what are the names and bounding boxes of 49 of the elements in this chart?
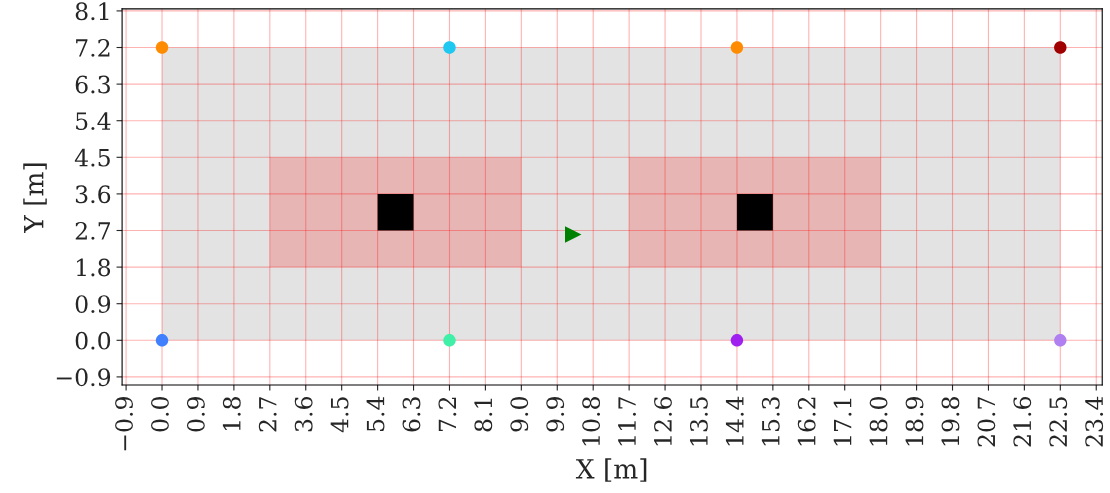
x-tick-label: 6.3 bbox=[402, 397, 421, 432]
x-tick-label: 2.7 bbox=[258, 397, 277, 432]
y-tick-label: 8.1 bbox=[75, 2, 109, 21]
x-tick-label: 5.4 bbox=[366, 396, 385, 431]
x-tick-label: 14.4 bbox=[725, 396, 744, 446]
x-tick-label: 8.1 bbox=[474, 398, 493, 432]
x-tick-label: 7.2 bbox=[438, 397, 457, 432]
x-axis-title: X [m] bbox=[575, 458, 647, 482]
point bbox=[1054, 334, 1067, 347]
x-tick-label: 9.0 bbox=[510, 397, 529, 432]
x-tick-label: 15.3 bbox=[761, 397, 780, 446]
x-tick-label: 9.9 bbox=[546, 397, 565, 432]
x-tick-label: 18.0 bbox=[869, 397, 888, 446]
x-tick-label: 17.1 bbox=[833, 398, 852, 446]
point bbox=[443, 41, 456, 54]
y-tick-label: 6.3 bbox=[75, 75, 110, 94]
x-tick-label: 16.2 bbox=[797, 397, 816, 446]
y-tick-label: 2.7 bbox=[75, 221, 110, 240]
y-tick-label: 1.8 bbox=[77, 258, 111, 277]
x-tick-label: 19.8 bbox=[941, 397, 960, 446]
x-tick-label: 23.4 bbox=[1085, 396, 1104, 447]
point bbox=[443, 334, 456, 347]
point bbox=[155, 334, 169, 347]
x-tick-label: 20.7 bbox=[977, 397, 996, 447]
y-tick-label: 0.9 bbox=[75, 295, 111, 314]
point bbox=[155, 41, 169, 54]
x-tick-label: 0.0 bbox=[151, 397, 169, 432]
point bbox=[565, 226, 582, 243]
x-tick-label: 12.6 bbox=[654, 396, 672, 446]
y-axis-title: Y [m] bbox=[23, 163, 47, 233]
x-tick-label: 21.6 bbox=[1013, 396, 1032, 447]
y-tick-label: 7.2 bbox=[76, 38, 110, 57]
x-tick-label: 10.8 bbox=[582, 397, 601, 446]
point bbox=[730, 41, 744, 54]
x-tick-label: 0.9 bbox=[186, 397, 205, 432]
point bbox=[1054, 41, 1067, 54]
x-tick-label: 18.9 bbox=[905, 397, 924, 446]
x-tick-label: 22.5 bbox=[1049, 397, 1068, 447]
y-tick-label: 3.6 bbox=[75, 185, 111, 204]
x-tick-label: 4.5 bbox=[330, 397, 349, 433]
y-tick-label: 4.5 bbox=[74, 148, 110, 167]
x-tick-label: 11.7 bbox=[618, 397, 636, 446]
y-tick-label: 5.4 bbox=[76, 112, 111, 131]
point bbox=[730, 334, 744, 347]
x-tick-label: 1.8 bbox=[222, 397, 241, 431]
y-tick-label: −0.9 bbox=[56, 368, 111, 387]
x-tick-label: 13.5 bbox=[689, 397, 708, 446]
x-tick-label: 3.6 bbox=[294, 396, 313, 432]
y-tick-label: 0.0 bbox=[75, 331, 111, 350]
